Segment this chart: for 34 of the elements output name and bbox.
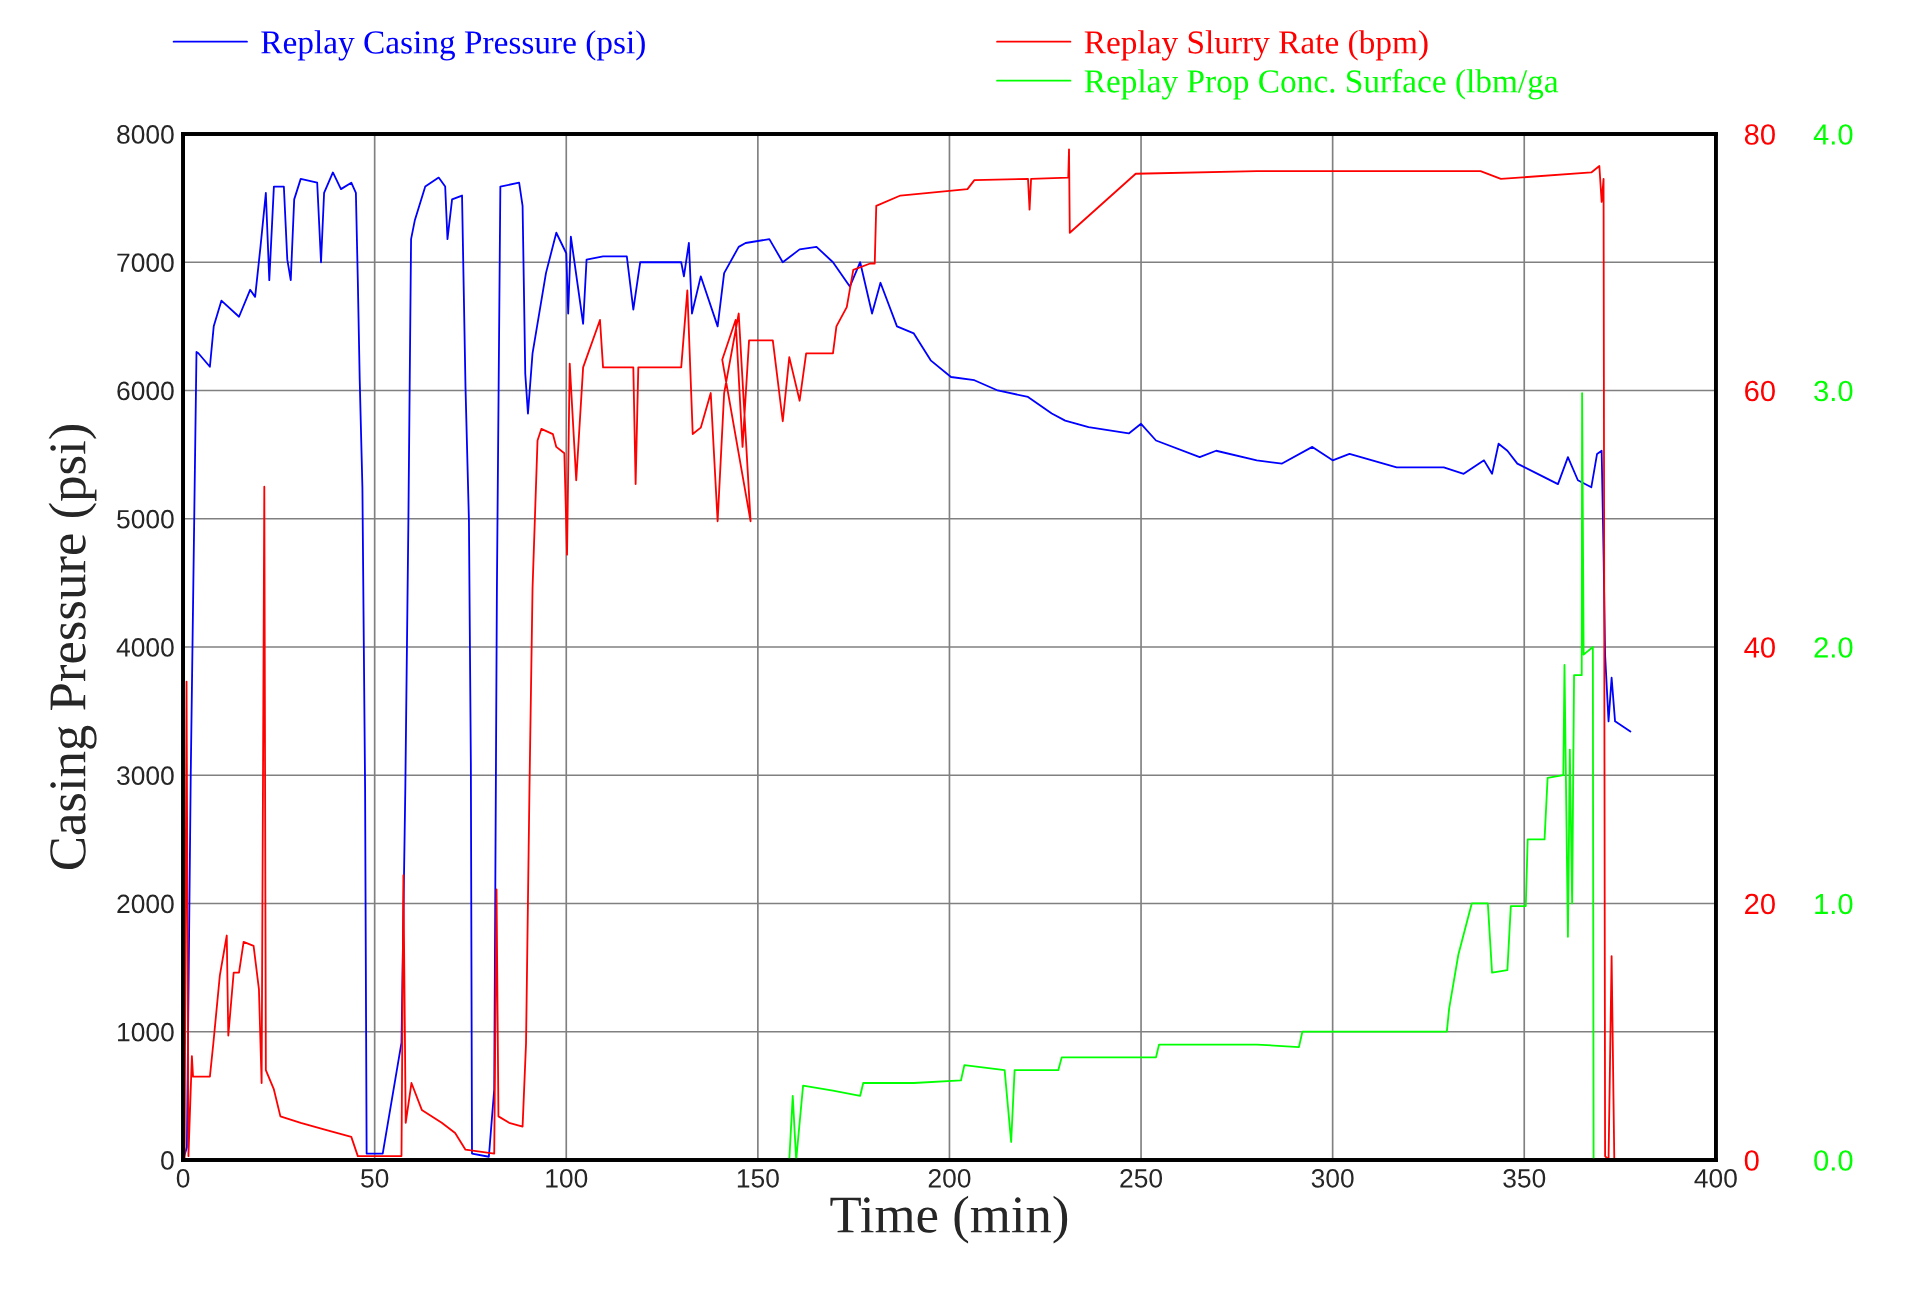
y3-tick-label: 1.0 [1815,893,1853,915]
y3-tick-label: 3.0 [1814,380,1853,402]
x-tick-label: 250 [1120,1168,1163,1188]
y-tick-label: 6000 [117,381,174,401]
x-axis-title: Time (min) [830,1195,1068,1244]
y3-tick-label: 4.0 [1813,124,1853,145]
y-tick-label: 7000 [117,253,174,273]
y-axis-title: Casing Pressure (psi) [48,425,97,870]
y-tick-label: 4000 [116,638,174,657]
x-tick-label: 0 [176,1168,190,1188]
x-tick-label: 50 [361,1168,389,1188]
x-tick-label: 100 [546,1168,588,1188]
y-tick-label: 5000 [117,509,174,529]
y-tick-label: 0 [161,1151,174,1170]
x-tick-label: 350 [1503,1168,1546,1188]
y3-tick-label: 2.0 [1814,637,1853,658]
x-tick-label: 300 [1311,1168,1354,1188]
y-tick-label: 1000 [118,1022,174,1042]
y-tick-label: 3000 [117,766,174,786]
x-tick-label: 200 [928,1168,971,1188]
y2-tick-label: 40 [1744,637,1775,658]
y2-tick-label: 20 [1745,893,1775,915]
y3-tick-label: 0.0 [1814,1150,1853,1171]
y-tick-label: 2000 [117,894,174,914]
legend-label: Replay Casing Pressure (psi) [261,30,645,61]
y2-tick-label: 60 [1745,380,1775,402]
x-tick-label: 150 [737,1168,779,1188]
x-tick-label: 400 [1694,1168,1737,1188]
legend-label: Replay Slurry Rate (bpm) [1084,30,1428,61]
y2-tick-label: 80 [1744,124,1775,145]
y2-tick-label: 0 [1744,1150,1759,1171]
y-tick-label: 8000 [117,125,174,144]
line-series [788,392,1595,1160]
legend-label: Replay Prop Conc. Surface (lbm/ga [1084,68,1559,100]
